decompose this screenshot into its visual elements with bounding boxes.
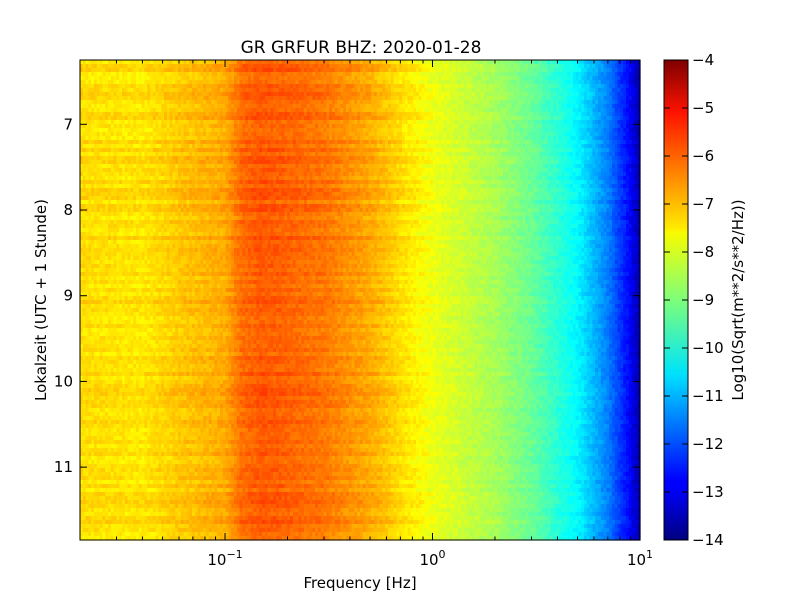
chart-title: GR GRFUR BHZ: 2020-01-28 — [241, 38, 482, 58]
heatmap-cells — [80, 60, 641, 541]
